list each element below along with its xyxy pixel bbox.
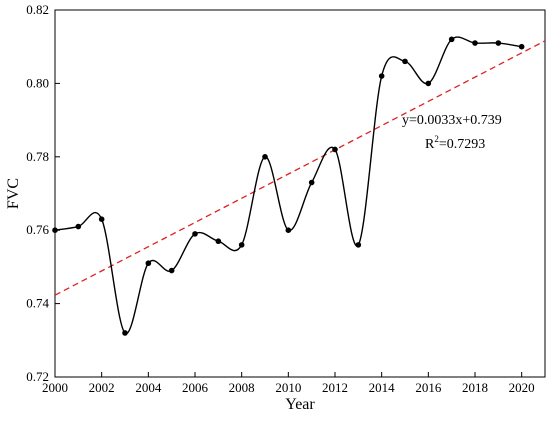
x-tick-label: 2012 [322, 380, 348, 395]
x-tick-label: 2014 [369, 380, 396, 395]
plot-frame [54, 9, 546, 378]
x-tick-label: 2010 [275, 380, 301, 395]
y-tick-label: 0.78 [26, 149, 49, 164]
fvc-data-point [425, 80, 432, 87]
fvc-data-point [238, 242, 245, 248]
fvc-data-point [75, 223, 82, 230]
x-tick-label: 2018 [462, 380, 488, 395]
y-tick-label: 0.74 [26, 296, 49, 311]
fvc-data-point [495, 40, 502, 46]
fvc-series-points [52, 36, 525, 336]
fvc-data-point [145, 260, 152, 267]
fvc-data-point [402, 58, 408, 65]
x-tick-label: 2016 [415, 380, 442, 395]
x-tick-label: 2020 [509, 380, 535, 395]
x-axis-title: Year [285, 396, 315, 413]
r-squared-label: R2=0.7293 [425, 134, 485, 152]
fvc-data-point [448, 36, 455, 43]
x-tick-label: 2008 [229, 380, 255, 395]
trend-line [54, 40, 546, 296]
fvc-data-point [518, 43, 525, 50]
fvc-data-point [472, 40, 478, 46]
y-axis-title: FVC [5, 178, 22, 209]
x-tick-label: 2000 [42, 380, 68, 395]
y-axis-ticks: 0.72 0.74 0.76 0.78 0.80 0.82 [26, 2, 60, 384]
y-tick-label: 0.72 [26, 369, 49, 384]
fvc-series-line [54, 36, 522, 334]
fvc-data-point [98, 216, 105, 222]
fvc-data-point [52, 227, 58, 233]
fvc-data-point [262, 154, 268, 160]
fvc-data-point [192, 231, 198, 237]
regression-equation: y=0.0033x+0.739 [402, 113, 502, 128]
r-squared-value: =0.7293 [439, 137, 485, 152]
fvc-data-point [215, 238, 222, 245]
r-squared-superscript: 2 [434, 134, 439, 144]
y-tick-label: 0.80 [26, 75, 49, 90]
fvc-data-point [285, 227, 292, 233]
fvc-data-point [355, 242, 362, 248]
x-tick-label: 2006 [182, 380, 209, 395]
x-axis-ticks: 2000 2002 2004 2006 2008 2010 2012 2014 2016 2018… [42, 372, 535, 395]
fvc-data-point [308, 179, 315, 186]
fvc-data-point [332, 146, 338, 153]
x-tick-label: 2002 [89, 380, 115, 395]
fvc-data-point [122, 330, 128, 336]
y-tick-label: 0.76 [26, 222, 49, 237]
fvc-data-point [378, 73, 385, 79]
y-tick-label: 0.82 [26, 2, 49, 17]
fvc-data-point [168, 267, 175, 274]
x-tick-label: 2004 [135, 380, 162, 395]
r-squared-prefix: R [425, 137, 435, 152]
